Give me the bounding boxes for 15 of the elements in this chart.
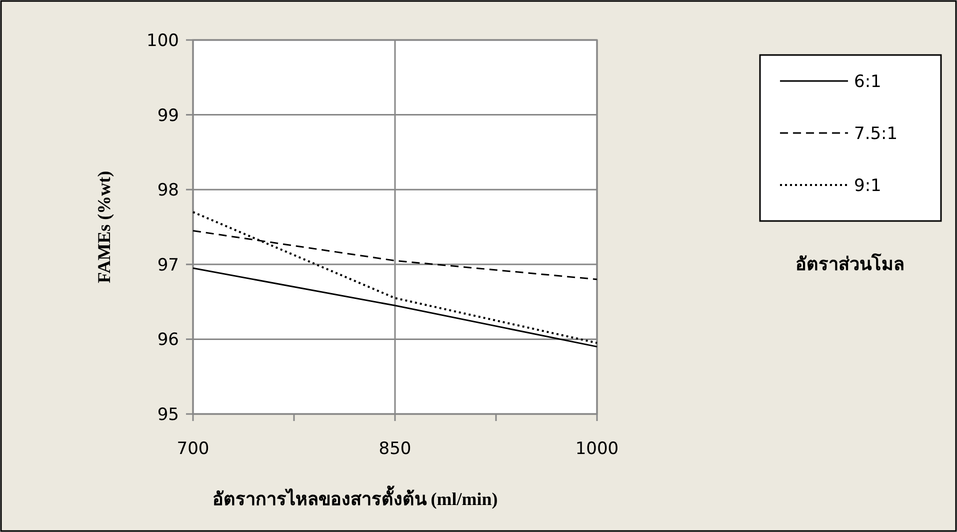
- y-tick-label: 97: [157, 255, 179, 276]
- legend-title: อัตราส่วนโมล: [796, 253, 904, 274]
- legend-label: 9:1: [854, 176, 882, 196]
- x-tick-label: 1000: [575, 439, 619, 459]
- y-tick-label: 100: [146, 31, 179, 51]
- x-axis-title: อัตราการไหลของสารตั้งต้น (ml/min): [212, 485, 498, 509]
- legend-label: 6:1: [854, 72, 882, 92]
- y-axis-title: FAMEs (%wt): [94, 170, 114, 284]
- y-tick-label: 99: [157, 106, 179, 126]
- y-tick-label: 95: [157, 405, 179, 425]
- legend-label: 7.5:1: [854, 124, 898, 144]
- y-tick-label: 98: [157, 180, 179, 201]
- x-tick-label: 850: [378, 439, 412, 459]
- x-tick-label: 700: [176, 439, 210, 459]
- y-tick-label: 96: [157, 330, 179, 350]
